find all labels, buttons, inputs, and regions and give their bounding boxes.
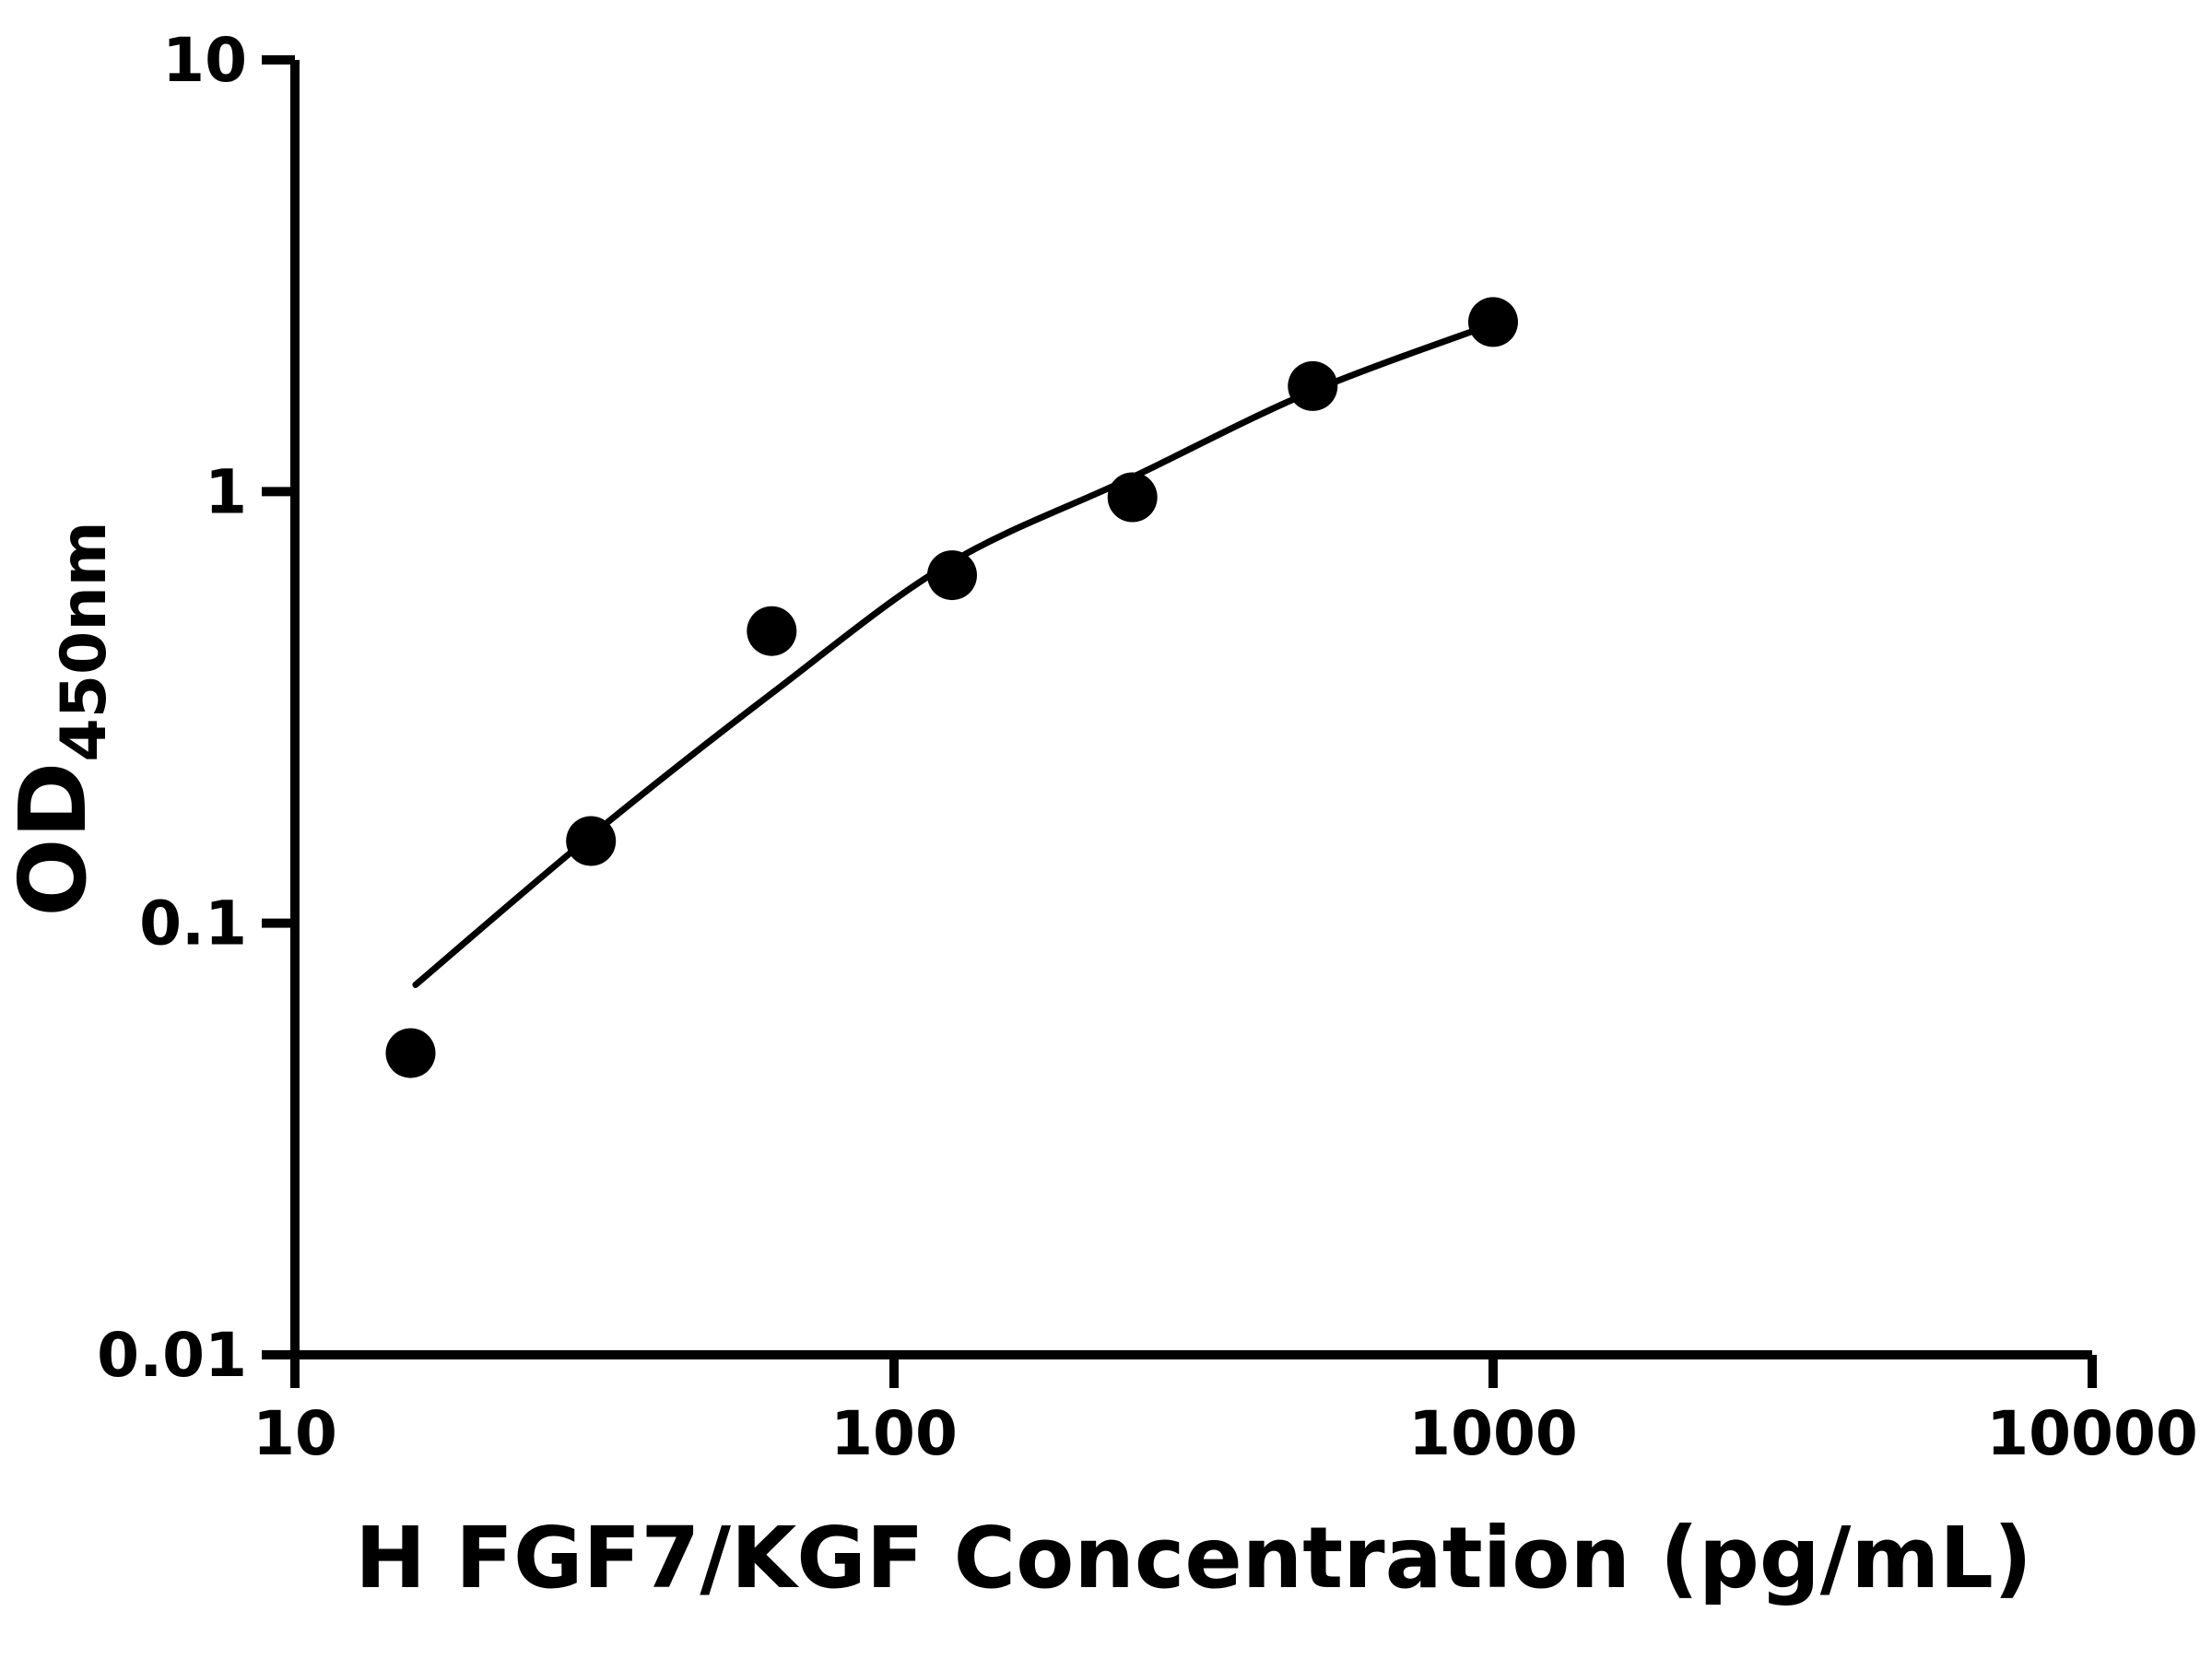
data-point: [1468, 297, 1518, 347]
axis-ticks: [262, 55, 2097, 1388]
y-axis-label-sub: 450nm: [48, 521, 121, 761]
data-point: [566, 816, 617, 866]
data-point: [747, 606, 797, 656]
y-tick-label: 10: [162, 25, 247, 96]
y-axis-label-main: OD: [0, 762, 107, 917]
y-axis-label: OD450nm: [0, 521, 121, 916]
data-point: [385, 1028, 436, 1078]
data-points: [385, 297, 1518, 1078]
data-point: [1107, 472, 1158, 523]
y-tick-label: 0.01: [97, 1320, 247, 1391]
data-point: [927, 550, 977, 601]
x-tick-label: 10: [253, 1398, 337, 1469]
x-tick-label: 10000: [1986, 1398, 2198, 1469]
fit-curve: [412, 322, 1494, 988]
x-tick-label: 100: [830, 1398, 958, 1469]
data-point: [1288, 360, 1338, 411]
axis-tick-labels: 10 100 1000 10000 0.01 0.1 1 10: [97, 25, 2198, 1469]
x-axis-label: H FGF7/KGF Concentration (pg/mL): [355, 1509, 2032, 1607]
axes: [290, 60, 2092, 1359]
y-tick-label: 0.1: [139, 888, 247, 959]
y-tick-label: 1: [205, 456, 247, 527]
axis-spines: [290, 60, 2092, 1359]
x-tick-label: 1000: [1408, 1398, 1578, 1469]
